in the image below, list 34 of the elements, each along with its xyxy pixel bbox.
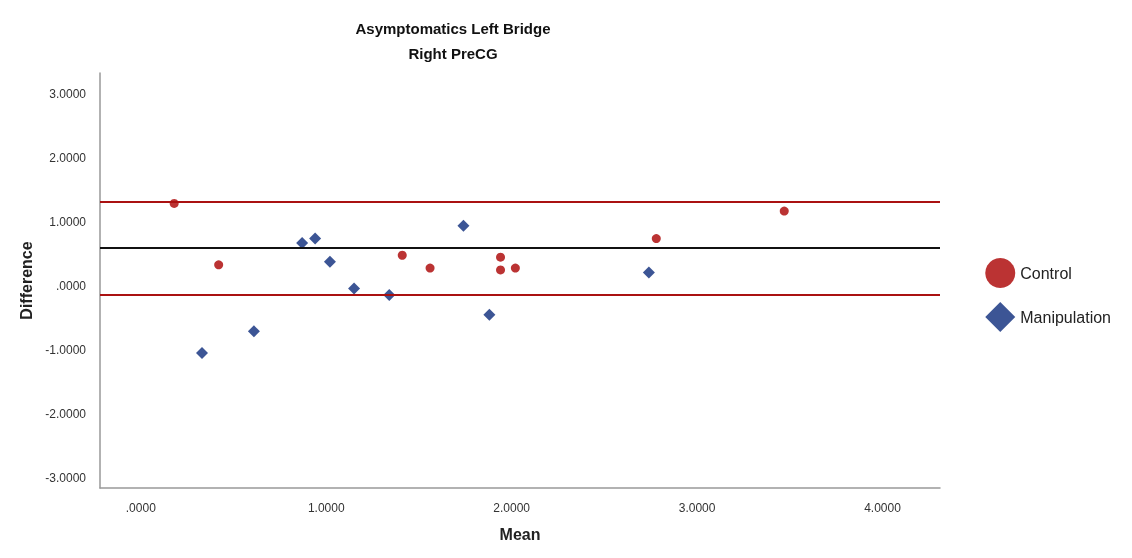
x-tick-label: 4.0000 — [864, 501, 902, 515]
legend-label: Manipulation — [1020, 308, 1112, 326]
point — [397, 250, 407, 260]
y-tick-label: 2.0000 — [49, 151, 87, 166]
x-tick-label: 3.0000 — [678, 501, 716, 515]
point — [779, 206, 789, 216]
y-tick-label: .0000 — [55, 278, 87, 293]
y-tick-label: 3.0000 — [49, 87, 87, 102]
chart-subtitle: Right PreCG — [408, 45, 498, 62]
point — [496, 252, 506, 262]
y-axis-title: Difference — [17, 241, 35, 320]
point — [510, 263, 520, 273]
x-axis-title: Mean — [499, 525, 541, 543]
y-tick-label: -2.0000 — [45, 406, 87, 421]
legend-label: Control — [1020, 264, 1072, 282]
point — [496, 265, 506, 275]
point — [195, 347, 208, 360]
point — [323, 255, 336, 268]
point — [214, 260, 224, 270]
point — [309, 232, 322, 245]
point — [651, 234, 661, 244]
y-tick-label: 1.0000 — [49, 214, 87, 229]
point — [457, 219, 470, 232]
y-tick-label: -1.0000 — [45, 342, 87, 357]
point — [483, 308, 496, 321]
chart-title: Asymptomatics Left Bridge — [355, 20, 551, 37]
point — [348, 282, 361, 295]
y-tick-label: -3.0000 — [45, 470, 87, 485]
point — [247, 325, 260, 338]
x-tick-label: 1.0000 — [307, 501, 345, 515]
x-tick-label: 2.0000 — [493, 501, 531, 515]
x-tick-label: .0000 — [125, 501, 157, 515]
point — [425, 263, 435, 273]
point — [642, 266, 655, 279]
